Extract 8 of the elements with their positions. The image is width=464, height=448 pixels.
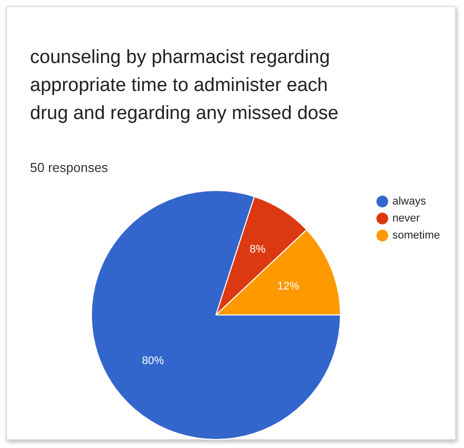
data-label: 8%: [250, 243, 266, 256]
data-label: 80%: [142, 354, 164, 367]
legend-label: always: [392, 196, 426, 208]
legend-label: sometime: [392, 230, 440, 242]
chart-subtitle: 50 responses: [30, 160, 108, 175]
data-label: 12%: [277, 280, 300, 292]
chart-title: counseling by pharmacist regarding appropriate time to administer each drug and regarding any missed dose: [30, 46, 340, 126]
legend-label: never: [392, 212, 420, 225]
